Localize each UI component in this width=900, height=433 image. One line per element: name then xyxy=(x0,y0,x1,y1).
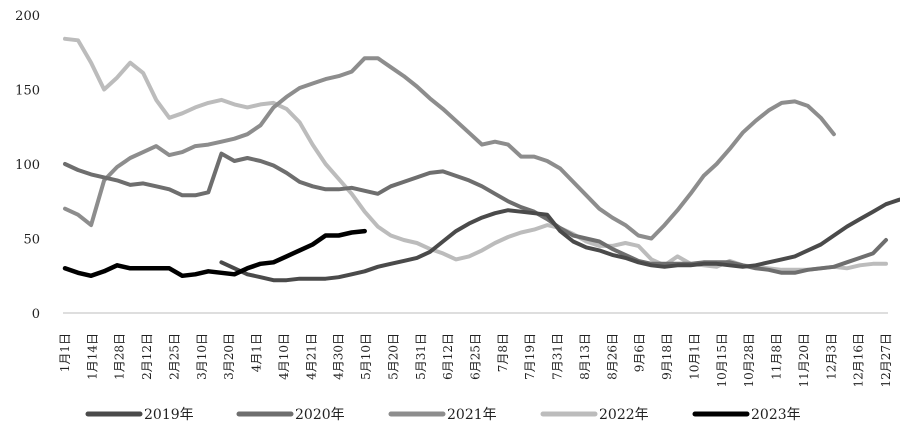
x-tick-label: 4月30日 xyxy=(332,333,346,380)
x-axis: 1月1日 1月14日 1月28日 2月12日 2月25日 3月10日 3月20日 4月1日 4月… xyxy=(58,312,893,388)
y-tick-label: 200 xyxy=(15,9,40,24)
x-tick-label: 4月10日 xyxy=(277,333,291,380)
x-tick-label: 5月20日 xyxy=(386,333,400,380)
x-tick-label: 12月3日 xyxy=(824,333,838,380)
series-lines xyxy=(62,36,900,283)
x-tick-label: 7月8日 xyxy=(496,333,510,372)
x-tick-label: 4月1日 xyxy=(250,333,264,372)
x-tick-label: 9月18日 xyxy=(660,333,674,380)
x-tick-label: 11月8日 xyxy=(770,333,784,380)
series-line-0 xyxy=(219,197,900,283)
y-tick-label: 0 xyxy=(32,307,40,322)
legend-label: 2019年 xyxy=(144,407,194,423)
y-tick-label: 150 xyxy=(15,84,40,99)
legend: 2019年 2020年 2021年 2022年 2023年 xyxy=(85,407,801,423)
y-tick-label: 100 xyxy=(15,158,40,173)
x-tick-label: 2月12日 xyxy=(140,333,154,380)
x-tick-label: 4月21日 xyxy=(304,333,318,380)
x-tick-label: 7月31日 xyxy=(551,333,565,380)
x-tick-label: 5月31日 xyxy=(414,333,428,380)
x-tick-label: 10月1日 xyxy=(687,333,701,380)
series-line-3 xyxy=(63,36,888,272)
x-tick-label: 8月13日 xyxy=(578,333,592,380)
x-tick-label: 3月20日 xyxy=(222,333,236,380)
x-tick-label: 6月25日 xyxy=(469,333,483,380)
y-tick-label: 50 xyxy=(23,233,40,248)
x-tick-label: 7月19日 xyxy=(523,333,537,380)
legend-label: 2023年 xyxy=(751,407,801,423)
series-line-2 xyxy=(63,56,836,241)
x-tick-label: 8月26日 xyxy=(605,333,619,380)
x-tick-label: 5月10日 xyxy=(359,333,373,380)
x-tick-label: 6月12日 xyxy=(441,333,455,380)
x-tick-label: 2月25日 xyxy=(167,333,181,380)
x-tick-label: 1月1日 xyxy=(58,333,72,372)
legend-label: 2022年 xyxy=(599,407,649,423)
legend-label: 2020年 xyxy=(295,407,345,423)
x-tick-label: 3月10日 xyxy=(195,333,209,380)
x-tick-label: 9月6日 xyxy=(633,333,647,372)
x-tick-label: 10月15日 xyxy=(715,333,729,388)
y-axis: 0 50 100 150 200 xyxy=(15,9,40,322)
x-tick-label: 12月16日 xyxy=(852,333,866,388)
x-tick-label: 1月14日 xyxy=(85,333,99,380)
legend-label: 2021年 xyxy=(447,407,497,423)
x-tick-label: 10月28日 xyxy=(742,333,756,388)
x-tick-label: 12月27日 xyxy=(879,333,893,388)
series-line-4 xyxy=(62,228,367,279)
x-tick-label: 11月20日 xyxy=(797,333,811,388)
x-tick-label: 1月28日 xyxy=(113,333,127,380)
